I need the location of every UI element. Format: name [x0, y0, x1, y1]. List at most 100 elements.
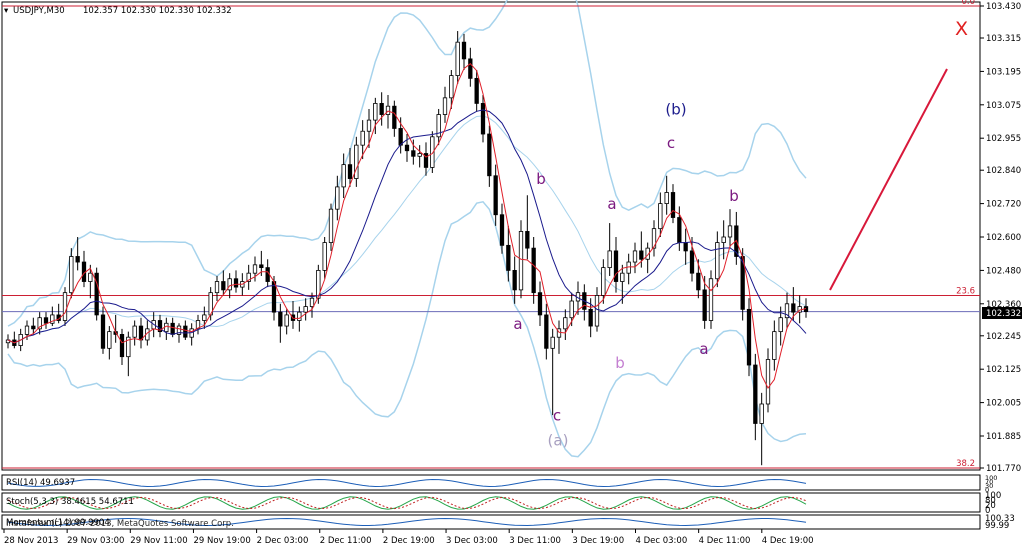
candle-body	[119, 334, 125, 358]
candle-body	[316, 269, 321, 299]
fibo-label-top: 0.0	[961, 0, 975, 7]
candle-body	[5, 339, 11, 344]
rsi-scale-100: 100	[985, 474, 997, 482]
candle-body	[398, 128, 403, 146]
x-tick-label: 4 Dec 19:00	[762, 536, 814, 546]
candle-body	[43, 317, 49, 324]
rsi-line	[7, 478, 807, 488]
wave-label: (b)	[665, 101, 686, 119]
candle-body	[404, 144, 410, 152]
candle-body	[670, 192, 676, 218]
candle-body	[550, 336, 555, 349]
stoch-scale-0: 0	[985, 506, 990, 516]
x-tick-label: 29 Nov 11:00	[130, 536, 187, 546]
candle-body	[588, 308, 593, 327]
candle-body	[50, 314, 55, 324]
stoch-scale: 100 80 20 0	[985, 491, 1001, 516]
candle-body	[297, 311, 302, 321]
candle-body	[708, 278, 714, 321]
current-price-label: 102.332	[986, 309, 1021, 319]
candle-body	[683, 242, 688, 252]
candle-body	[715, 242, 720, 280]
candle-body	[138, 325, 144, 341]
y-tick-label: 102.245	[986, 332, 1021, 342]
y-tick-label: 102.125	[986, 365, 1021, 375]
moving-averages	[7, 63, 807, 389]
momentum-label: Momentum(14) 99.9904	[6, 518, 110, 528]
momentum-scale-hi: 100.33	[985, 514, 1015, 524]
stoch-scale-20: 20	[985, 501, 996, 511]
candle-body	[347, 164, 353, 179]
candle-body	[499, 214, 505, 246]
candle-body	[328, 208, 334, 243]
candle-body	[309, 297, 315, 307]
candle-body	[284, 314, 289, 327]
y-tick-label: 102.005	[986, 399, 1021, 409]
wave-label: (a)	[548, 432, 569, 450]
candle-body	[601, 267, 606, 296]
candle-body	[132, 325, 137, 338]
candle-body	[322, 242, 327, 271]
candle-body	[544, 314, 549, 349]
wave-label: a	[699, 340, 708, 358]
candle-body	[360, 130, 365, 146]
candle-body	[506, 244, 511, 271]
candle-body	[31, 325, 36, 330]
y-tick-label: 103.430	[986, 2, 1021, 12]
candle-body	[195, 320, 201, 330]
y-tick-label: 103.195	[986, 67, 1021, 77]
candle-body	[379, 103, 384, 115]
candle-body	[468, 58, 473, 79]
candle-body	[214, 281, 220, 294]
momentum-scale-lo: 99.99	[985, 521, 1009, 531]
y-tick-label: 102.720	[986, 200, 1021, 210]
candle-body	[594, 295, 600, 327]
candle-body	[227, 278, 232, 291]
candle-body	[455, 41, 460, 76]
x-tick-label: 2 Dec 11:00	[320, 536, 372, 546]
candle-body	[69, 256, 74, 294]
candle-body	[430, 136, 435, 168]
fibo-label-mid: 23.6	[956, 286, 975, 296]
x-tick-label: 4 Dec 11:00	[699, 536, 751, 546]
candle-body	[221, 281, 226, 291]
candle-body	[746, 308, 752, 366]
candle-body	[765, 359, 771, 405]
candle-body	[335, 186, 340, 210]
candle-body	[88, 272, 93, 282]
symbol-label: USDJPY,M30	[13, 6, 65, 16]
candle-body	[233, 278, 239, 288]
fibonacci-levels: 0.0 23.6 38.2	[2, 0, 980, 469]
candle-body	[183, 325, 188, 338]
candle-body	[493, 175, 498, 216]
candle-body	[651, 228, 657, 249]
candle-body	[525, 231, 530, 249]
rsi-scale-0: 0	[985, 486, 989, 494]
y-tick-label: 102.480	[986, 266, 1021, 276]
candle-body	[487, 133, 492, 177]
ohlc-quote: 102.357 102.330 102.330 102.332	[83, 6, 232, 16]
candle-body	[531, 247, 536, 294]
x-tick-label: 2 Dec 19:00	[383, 536, 435, 546]
candle-body	[613, 250, 619, 282]
candle-body	[246, 272, 251, 282]
candle-body	[518, 231, 524, 291]
wave-label: b	[536, 170, 546, 188]
y-tick-label: 102.840	[986, 166, 1021, 176]
y-tick-label: 102.600	[986, 233, 1021, 243]
y-tick-label: 101.770	[986, 464, 1021, 474]
candle-body	[176, 325, 182, 335]
dropdown-arrow-icon[interactable]: ▾	[4, 6, 9, 16]
candle-body	[689, 250, 695, 274]
y-tick-label: 103.075	[986, 101, 1021, 111]
candle-body	[252, 264, 258, 274]
rsi-scale: 100 70 30 0	[985, 474, 997, 494]
wave-label: a	[607, 195, 616, 213]
upper-band-line	[7, 0, 807, 327]
momentum-panel	[1, 514, 981, 530]
candle-body	[278, 311, 283, 327]
main-panel	[1, 1, 981, 471]
rsi-panel	[1, 474, 981, 491]
bollinger-bands	[7, 0, 807, 458]
